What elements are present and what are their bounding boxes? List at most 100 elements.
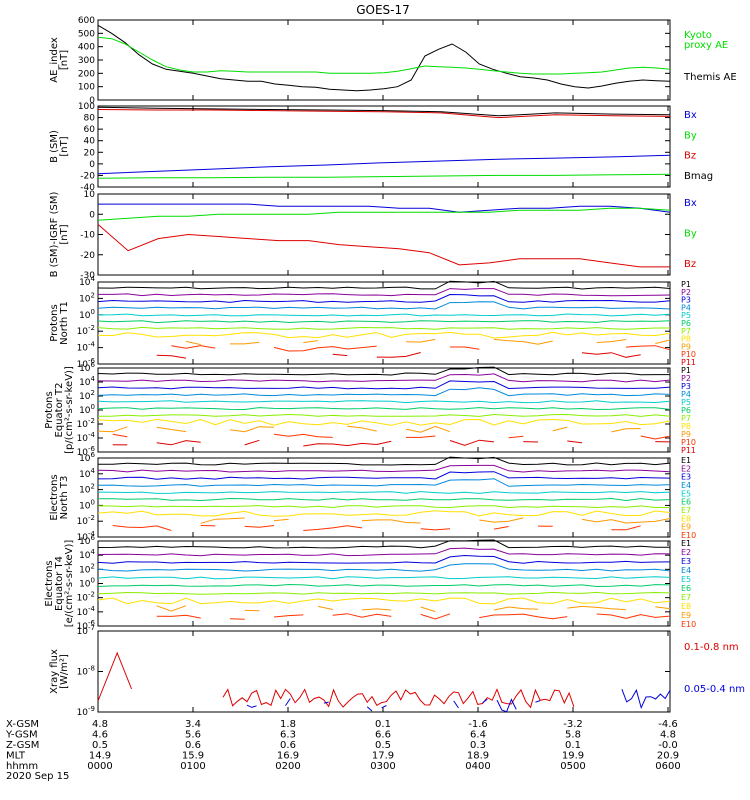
footer-cell: 0.5 xyxy=(92,740,108,751)
ytick-label: 10-6 xyxy=(77,619,96,632)
ytick-label: 100 xyxy=(79,498,95,511)
ytick-label: 104 xyxy=(79,275,95,288)
channel-line xyxy=(97,456,671,466)
ytick-label: 10-2 xyxy=(77,417,95,430)
panel-ylabel: ProtonsNorth T1 xyxy=(49,301,70,345)
footer-cell: -3.2 xyxy=(563,719,583,730)
legend-label: P9 xyxy=(681,430,691,439)
legend-label: P5 xyxy=(681,398,691,407)
footer-cell: 4.8 xyxy=(660,730,676,741)
footer-cell: 14.9 xyxy=(89,751,111,762)
legend-label: By xyxy=(684,130,697,141)
footer-cell: 16.9 xyxy=(277,751,299,762)
panel-ylabel: ElectronsNorth T3 xyxy=(49,474,70,520)
ytick-label: 10-7 xyxy=(77,624,95,637)
footer-cell: 0.6 xyxy=(185,740,201,751)
channel-line xyxy=(97,387,671,397)
panel-ylabel: ProtonsEquator T2[p/(cm²-s-sr-keV)] xyxy=(44,366,75,454)
footer-date: 2020 Sep 15 xyxy=(6,771,69,782)
footer-row-label: hhmm xyxy=(6,761,38,772)
legend-label: Bz xyxy=(684,259,696,270)
footer-group: X-GSM 4.8 3.4 1.8 0.1 -1.6 -3.2 -4.6 Y-GSM 4.6 5.6… xyxy=(5,719,681,782)
ytick-label: 10-6 xyxy=(77,357,96,370)
legend-label: Themis AE xyxy=(683,72,737,83)
panel-7: ElectronsEquator T4[e/(cm²-s-sr-keV)] 106… xyxy=(44,534,696,632)
legend-label: P10 xyxy=(681,350,696,359)
ytick-label: 104 xyxy=(79,467,95,480)
series-bx xyxy=(98,203,671,213)
channel-line xyxy=(97,331,671,339)
footer-cell: 17.9 xyxy=(372,751,394,762)
channel-line xyxy=(112,525,641,531)
ytick-label: 20 xyxy=(84,148,96,158)
series-by xyxy=(97,173,671,179)
legend-label: Bz xyxy=(684,151,696,162)
channel-line xyxy=(97,313,671,317)
ytick-label: 106 xyxy=(79,451,95,464)
legend-label: P11 xyxy=(681,358,696,367)
channel-line xyxy=(97,583,671,588)
footer-cell: 15.9 xyxy=(182,751,204,762)
footer-row-label: Z-GSM xyxy=(6,740,39,751)
channel-line xyxy=(97,425,641,433)
series-by xyxy=(97,207,671,221)
panel-3: B (SM)-IGRF (SM)[nT] 10 0 -10 -20 -30 Bx By Bz xyxy=(49,190,697,281)
footer-row-label: X-GSM xyxy=(6,719,39,730)
panel-ylabel: B (SM)-IGRF (SM)[nT] xyxy=(49,192,70,278)
ytick-label: 10-4 xyxy=(77,431,96,444)
footer-cell: -0.0 xyxy=(658,740,678,751)
footer-cell: 6.6 xyxy=(375,730,391,741)
ytick-label: 104 xyxy=(79,548,95,561)
legend-label: P8 xyxy=(681,335,691,344)
legend-label: E5 xyxy=(681,575,691,584)
channel-line xyxy=(97,407,671,411)
footer-cell: 5.8 xyxy=(565,730,581,741)
ytick-label: -10 xyxy=(80,231,95,241)
ytick-label: -30 xyxy=(80,271,95,281)
channel-line xyxy=(97,597,671,605)
legend-label: 0.1-0.8 nm xyxy=(684,642,739,653)
ytick-label: 0 xyxy=(89,160,95,170)
panel-frame xyxy=(97,457,671,538)
legend-label: E9 xyxy=(681,611,691,620)
channel-line xyxy=(98,497,671,502)
legend-label: Bmag xyxy=(684,171,713,182)
channel-line xyxy=(97,293,671,303)
channel-line xyxy=(97,366,670,376)
ytick-label: 10-2 xyxy=(77,591,95,604)
channel-line xyxy=(97,326,670,330)
footer-cell: 4.8 xyxy=(92,719,108,730)
footer-cell: -4.6 xyxy=(658,719,678,730)
panel-frame xyxy=(97,281,671,365)
ytick-label: 10-8 xyxy=(77,665,95,678)
legend-label: E8 xyxy=(681,602,691,611)
ytick-label: 80 xyxy=(84,114,96,124)
footer-cell: 0.5 xyxy=(375,740,391,751)
ytick-label: 102 xyxy=(79,562,95,575)
legend-label: By xyxy=(684,229,697,240)
footer-cell: 0400 xyxy=(465,761,490,772)
panel-ylabel: B (SM)[nT] xyxy=(49,130,70,163)
footer-cell: 0200 xyxy=(275,761,300,772)
series-bx xyxy=(97,154,671,175)
ytick-label: 10-4 xyxy=(77,605,96,618)
panel-ylabel: Xray flux[W/m²] xyxy=(49,649,70,694)
panel-frame xyxy=(97,105,671,188)
legend-label: P1 xyxy=(681,280,691,289)
panel-1: AE_index[nT] 600 500 400 300 200 100 0 Kyoto prox… xyxy=(49,16,737,106)
legend-label: P8 xyxy=(681,422,691,431)
ytick-label: 60 xyxy=(84,125,96,135)
ytick-label: 106 xyxy=(79,534,95,547)
legend-label: P7 xyxy=(681,327,691,336)
ytick-label: -20 xyxy=(80,171,95,181)
legend-label: E4 xyxy=(681,566,691,575)
channel-line xyxy=(97,510,671,517)
footer-cell: 0.3 xyxy=(470,740,486,751)
series-kyoto-proxy-ae xyxy=(97,36,671,75)
legend-label: E6 xyxy=(681,498,691,507)
footer-row-label: MLT xyxy=(6,751,26,762)
channel-line xyxy=(97,471,671,480)
ytick-label: 10-6 xyxy=(77,445,96,458)
